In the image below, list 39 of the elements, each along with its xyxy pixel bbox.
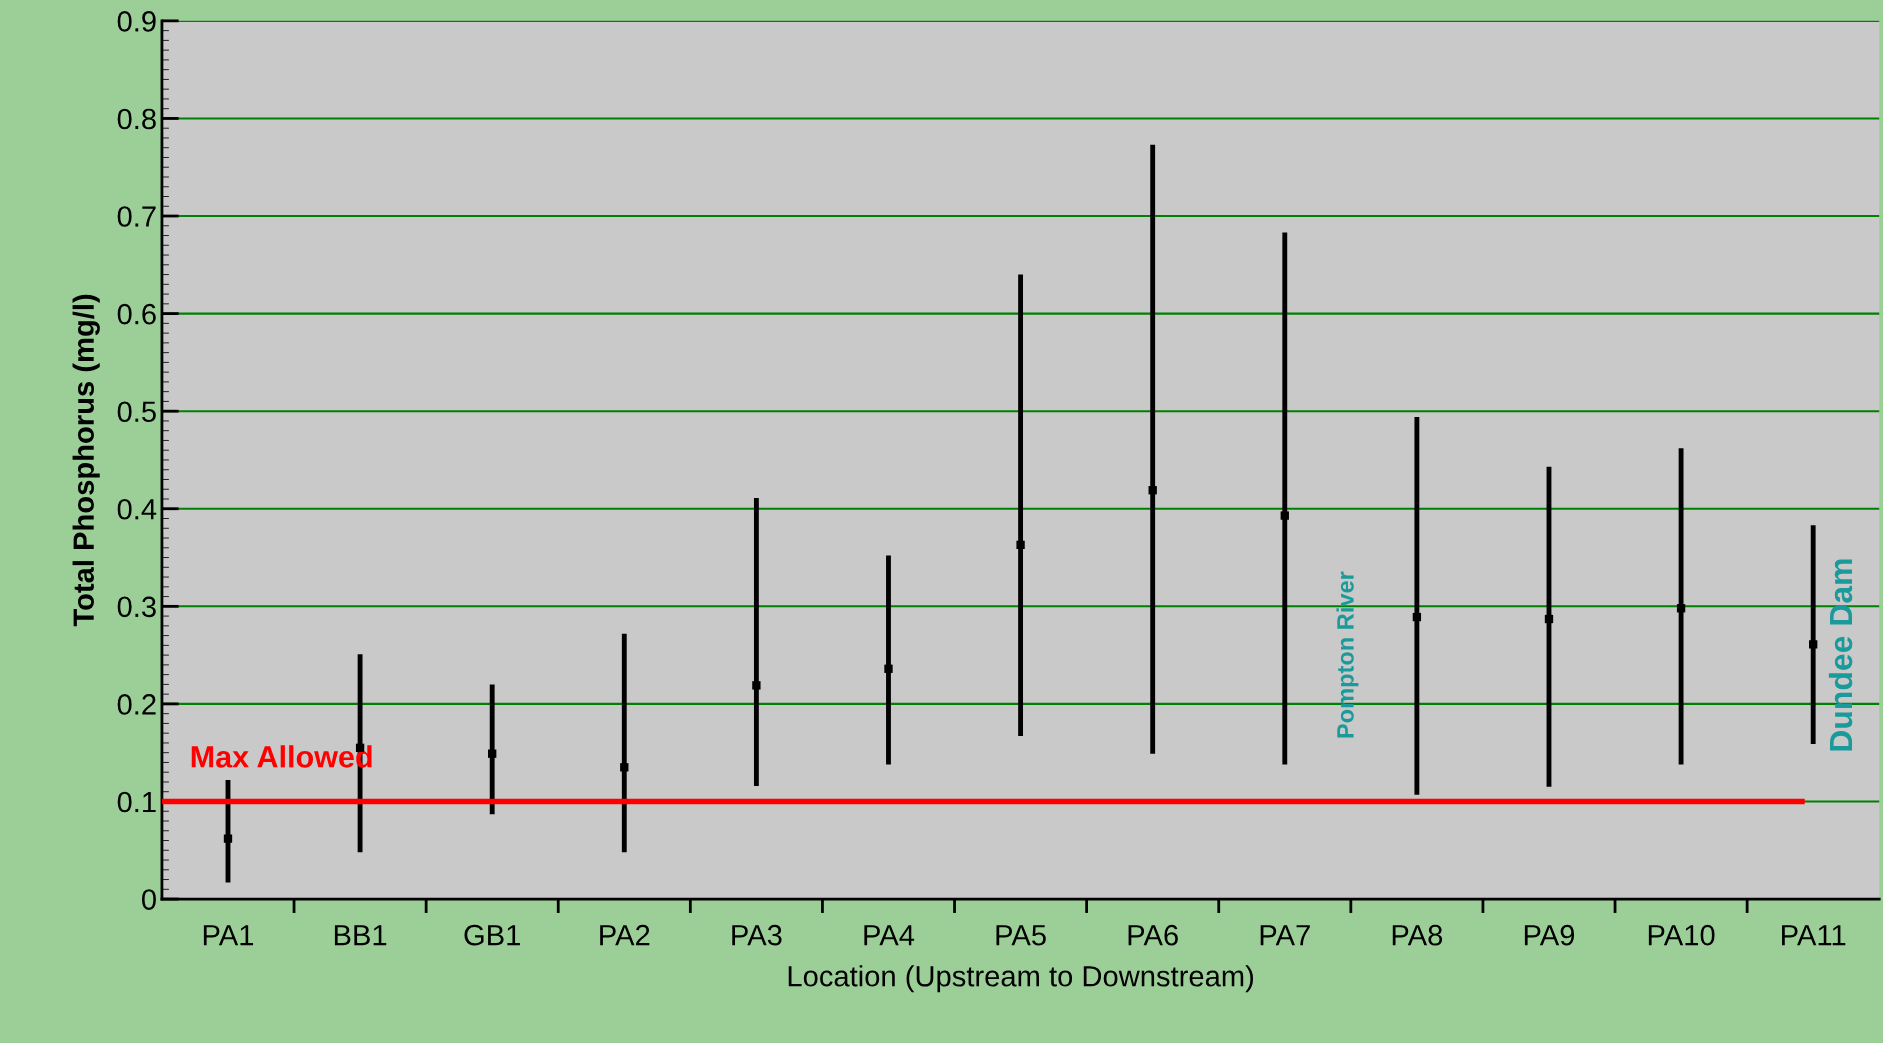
x-tick-label: PA7 — [1260, 925, 1310, 946]
point — [1809, 640, 1818, 649]
point — [620, 763, 629, 772]
point — [1676, 604, 1686, 613]
point — [223, 834, 233, 843]
x-tick-label: PA4 — [864, 925, 915, 946]
point — [752, 681, 761, 690]
point — [1412, 612, 1422, 622]
y-tick-label: 0 — [142, 889, 156, 910]
x-tick-label: PA1 — [203, 925, 254, 946]
annotation: Dundee Dam — [1828, 559, 1853, 751]
x-tick-label: PA11 — [1782, 925, 1846, 946]
x-tick-label: PA6 — [1128, 924, 1178, 946]
y-tick-label: 0.3 — [117, 596, 156, 618]
point — [1280, 511, 1289, 520]
y-tick-label: 0.8 — [117, 108, 156, 130]
x-tick-label: PA5 — [996, 925, 1046, 946]
x-tick-label: PA9 — [1524, 924, 1575, 946]
y-tick-label: 0.7 — [117, 206, 156, 227]
point — [488, 749, 497, 758]
point — [1016, 540, 1025, 550]
y-tick-label: 0.2 — [117, 694, 156, 715]
y-tick-label: 0.6 — [117, 303, 156, 325]
y-tick-label: 0.5 — [117, 401, 156, 423]
x-axis-title: Location (Upstream to Downstream) — [788, 965, 1254, 993]
x-tick-label: PA2 — [600, 924, 650, 946]
y-axis-title: Total Phosphorus (mg/l) — [72, 294, 100, 627]
point — [1148, 486, 1157, 495]
y-tick-label: 0.9 — [117, 11, 156, 32]
y-tick-label: 0.4 — [117, 498, 157, 520]
x-tick-label: GB1 — [464, 924, 520, 946]
point — [1544, 614, 1554, 624]
point — [884, 664, 893, 673]
x-tick-label: PA3 — [732, 924, 782, 946]
y-tick-label: 0.1 — [117, 791, 156, 813]
x-tick-label: PA8 — [1392, 924, 1443, 946]
x-tick-label: PA10 — [1648, 924, 1715, 946]
x-tick-label: BB1 — [334, 925, 387, 946]
annotation: Pompton River — [1336, 571, 1359, 738]
